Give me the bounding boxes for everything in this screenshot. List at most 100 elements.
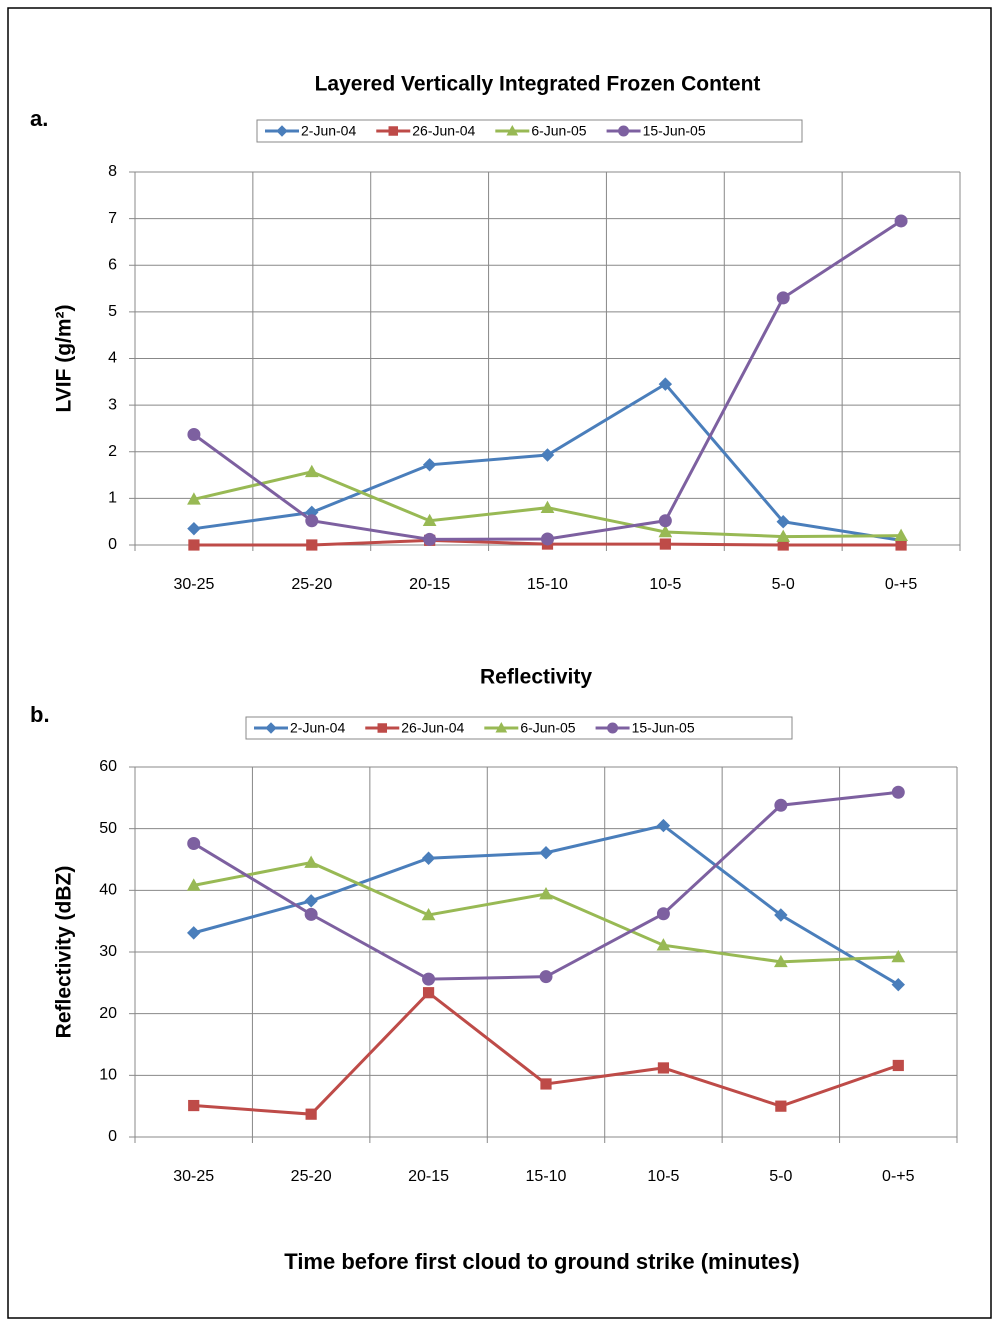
x-axis-label: Time before first cloud to ground strike… <box>284 1249 799 1274</box>
legend-label: 6-Jun-05 <box>520 720 575 736</box>
legend-marker <box>506 124 519 136</box>
x-tick-label: 20-15 <box>408 1168 449 1185</box>
legend-label: 26-Jun-04 <box>401 720 464 736</box>
legend-label: 2-Jun-04 <box>301 123 356 139</box>
x-tick-label: 10-5 <box>649 576 681 593</box>
y-tick-label: 20 <box>99 1005 117 1022</box>
y-axis-label: Reflectivity (dBZ) <box>53 866 76 1039</box>
y-tick-label: 1 <box>108 490 117 507</box>
legend-marker <box>377 723 388 733</box>
chart-title: Layered Vertically Integrated Frozen Con… <box>315 73 761 96</box>
marker <box>188 539 200 551</box>
y-axis-label: LVIF (g/m²) <box>53 304 76 412</box>
marker <box>658 514 672 528</box>
legend-label: 26-Jun-04 <box>412 123 475 139</box>
marker <box>895 539 907 551</box>
legend-label: 15-Jun-05 <box>643 123 706 139</box>
marker <box>776 514 790 529</box>
y-tick-label: 40 <box>99 882 117 899</box>
x-tick-label: 5-0 <box>772 576 795 593</box>
y-tick-label: 7 <box>108 210 117 227</box>
legend-label: 2-Jun-04 <box>290 720 345 736</box>
marker <box>659 538 671 550</box>
marker <box>422 972 436 986</box>
legend-marker <box>388 126 399 136</box>
marker <box>423 532 437 546</box>
chart-title: Reflectivity <box>480 666 592 689</box>
marker <box>539 887 553 900</box>
marker <box>304 855 318 868</box>
marker <box>656 907 670 921</box>
y-tick-label: 8 <box>108 163 117 180</box>
marker <box>540 448 555 462</box>
marker <box>656 818 671 833</box>
marker <box>891 785 905 799</box>
marker <box>894 528 908 541</box>
y-tick-label: 30 <box>99 943 117 960</box>
x-tick-label: 10-5 <box>647 1168 679 1185</box>
panel-label: a. <box>30 106 48 131</box>
marker <box>776 291 790 305</box>
x-tick-label: 30-25 <box>173 576 214 593</box>
x-tick-label: 20-15 <box>409 576 450 593</box>
marker <box>187 492 201 505</box>
marker <box>304 907 318 921</box>
y-tick-label: 50 <box>99 820 117 837</box>
x-tick-label: 0-+5 <box>885 576 918 593</box>
panel-label: b. <box>30 702 50 727</box>
marker <box>774 954 788 968</box>
marker <box>775 1100 787 1112</box>
marker <box>187 427 201 441</box>
marker <box>658 524 673 538</box>
legend-marker <box>607 722 619 734</box>
marker <box>421 907 436 921</box>
marker <box>422 458 437 472</box>
legend-box <box>256 119 803 143</box>
marker <box>305 514 319 528</box>
x-tick-label: 25-20 <box>291 1168 332 1185</box>
marker <box>422 987 435 999</box>
marker <box>658 377 673 391</box>
x-tick-label: 0-+5 <box>882 1168 915 1185</box>
marker <box>422 513 437 527</box>
marker <box>421 851 436 865</box>
y-tick-label: 3 <box>108 396 117 413</box>
legend-box <box>245 716 793 740</box>
marker <box>656 938 671 951</box>
legend-marker <box>618 125 630 137</box>
marker <box>891 977 905 992</box>
x-tick-label: 15-10 <box>526 1168 567 1185</box>
marker <box>540 1078 552 1090</box>
x-tick-label: 15-10 <box>527 576 568 593</box>
marker <box>186 878 201 891</box>
y-tick-label: 6 <box>108 256 117 273</box>
marker <box>539 970 553 984</box>
marker <box>774 908 788 922</box>
marker <box>541 532 554 546</box>
y-tick-label: 2 <box>108 443 117 460</box>
marker <box>540 500 555 513</box>
marker <box>774 798 788 812</box>
y-tick-label: 10 <box>99 1067 117 1084</box>
y-tick-label: 4 <box>108 350 117 367</box>
marker <box>657 1062 670 1074</box>
marker <box>306 539 318 551</box>
marker <box>187 926 201 940</box>
marker <box>187 836 201 850</box>
marker <box>304 894 318 908</box>
marker <box>891 949 906 963</box>
marker <box>776 529 791 542</box>
marker <box>894 214 908 228</box>
y-tick-label: 5 <box>108 303 117 320</box>
marker <box>304 464 319 478</box>
legend-marker <box>276 125 288 137</box>
marker <box>187 521 201 536</box>
legend-label: 6-Jun-05 <box>531 123 586 139</box>
legend-marker <box>265 722 277 734</box>
y-tick-label: 0 <box>108 536 117 553</box>
marker <box>539 846 553 860</box>
y-tick-label: 60 <box>99 758 117 775</box>
x-tick-label: 25-20 <box>291 576 332 593</box>
